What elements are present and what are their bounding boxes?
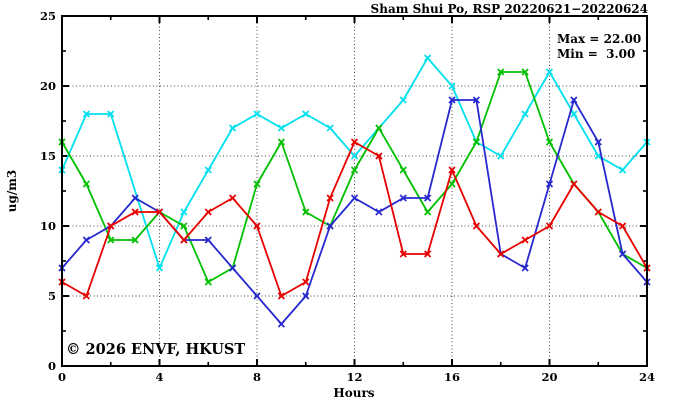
y-axis-title: ug/m3 <box>5 170 19 213</box>
y-tick-label: 20 <box>40 79 56 93</box>
x-tick-label: 16 <box>444 370 460 384</box>
x-tick-label: 12 <box>346 370 362 384</box>
min-value-label: Min = 3.00 <box>557 47 635 61</box>
x-tick-label: 24 <box>639 370 655 384</box>
plot-frame <box>61 15 648 367</box>
y-tick-label: 25 <box>40 9 56 23</box>
x-tick-label: 8 <box>253 370 261 384</box>
chart-title: Sham Shui Po, RSP 20220621−20220624 <box>371 2 648 16</box>
max-value-label: Max = 22.00 <box>557 32 641 46</box>
watermark-text: © 2026 ENVF, HKUST <box>66 341 245 358</box>
series-cyan <box>58 54 651 272</box>
x-tick-label: 4 <box>155 370 163 384</box>
x-tick-label: 0 <box>58 370 66 384</box>
plot-series <box>58 54 651 328</box>
y-tick-label: 5 <box>48 289 56 303</box>
tick-labels: 0 4 8 12 16 20 24 0 5 10 15 20 25 <box>40 9 655 384</box>
y-tick-label: 0 <box>48 359 56 373</box>
y-tick-label: 15 <box>40 149 56 163</box>
y-tick-label: 10 <box>40 219 56 233</box>
x-axis-title: Hours <box>333 386 374 400</box>
grid-lines <box>62 16 647 366</box>
series-red <box>58 138 651 300</box>
x-tick-label: 20 <box>541 370 557 384</box>
